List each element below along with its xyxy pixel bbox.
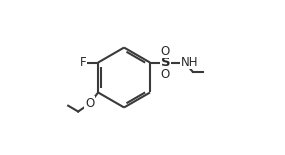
Text: S: S: [160, 56, 170, 69]
Text: O: O: [85, 97, 94, 110]
Text: F: F: [80, 56, 86, 69]
Text: O: O: [161, 68, 170, 81]
Text: O: O: [161, 44, 170, 58]
Text: NH: NH: [181, 56, 198, 69]
